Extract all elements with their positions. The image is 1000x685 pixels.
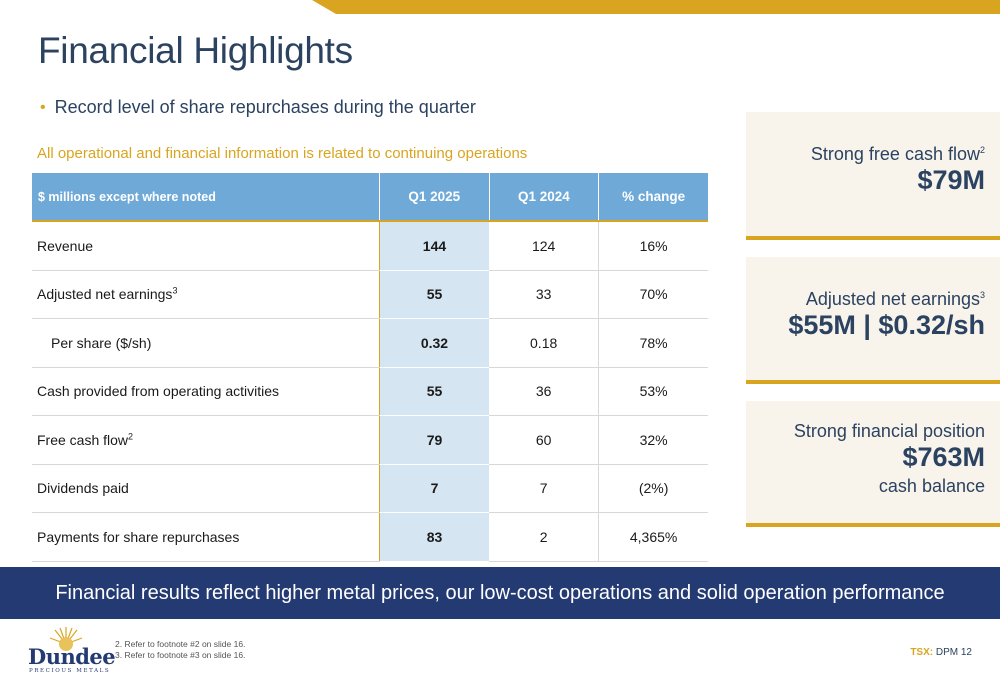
- table-header-row: $ millions except where noted Q1 2025 Q1…: [32, 173, 708, 221]
- row-label: Cash provided from operating activities: [32, 367, 380, 416]
- kpi-free-cash-flow: Strong free cash flow2 $79M: [746, 112, 1000, 240]
- table-row: Payments for share repurchases 83 2 4,36…: [32, 512, 708, 562]
- cell-change: 32%: [598, 415, 708, 465]
- cell-change: 4,365%: [598, 512, 708, 562]
- cell-q1-2025: 55: [378, 270, 490, 319]
- kpi-subtext: cash balance: [878, 476, 985, 496]
- continuing-operations-note: All operational and financial informatio…: [37, 145, 528, 162]
- exchange-label: TSX:: [910, 647, 934, 658]
- row-label: Revenue: [32, 220, 380, 271]
- cell-q1-2024: 2: [489, 512, 600, 562]
- cell-q1-2024: 60: [489, 415, 600, 465]
- kpi-label: Adjusted net earnings3: [805, 289, 985, 309]
- bullet-dot-icon: •: [40, 98, 46, 116]
- top-accent-bar: [312, 0, 1000, 14]
- table-row: Dividends paid 7 7 (2%): [32, 464, 708, 513]
- cell-q1-2024: 33: [489, 270, 600, 319]
- cell-q1-2024: 0.18: [489, 318, 600, 368]
- header-units: $ millions except where noted: [32, 173, 380, 221]
- cell-change: 78%: [598, 318, 708, 368]
- cell-change: 16%: [598, 220, 708, 271]
- logo-wordmark: Dundee: [28, 644, 116, 669]
- cell-q1-2025: 7: [378, 464, 490, 513]
- header-change: % change: [598, 173, 708, 221]
- bullet-text: Record level of share repurchases during…: [54, 97, 476, 117]
- cell-change: 70%: [598, 270, 708, 319]
- page-footer: TSX: DPM 12: [910, 647, 972, 658]
- cell-q1-2024: 7: [489, 464, 600, 513]
- summary-banner: Financial results reflect higher metal p…: [0, 567, 1000, 619]
- cell-q1-2025: 83: [378, 512, 490, 562]
- cell-q1-2025: 79: [378, 415, 490, 465]
- kpi-value: $55M | $0.32/sh: [788, 310, 985, 340]
- kpi-value: $763M: [902, 442, 985, 472]
- row-label: Per share ($/sh): [32, 318, 380, 368]
- cell-q1-2024: 124: [489, 220, 600, 271]
- row-label: Dividends paid: [32, 464, 380, 513]
- kpi-label: Strong financial position: [793, 421, 985, 441]
- row-label: Free cash flow2: [32, 415, 380, 465]
- header-q1-2024: Q1 2024: [489, 173, 600, 221]
- page-title: Financial Highlights: [38, 30, 353, 71]
- table-row: Cash provided from operating activities …: [32, 367, 708, 416]
- kpi-financial-position: Strong financial position $763M cash bal…: [746, 401, 1000, 527]
- table-row: Free cash flow2 79 60 32%: [32, 415, 708, 465]
- header-q1-2025: Q1 2025: [379, 173, 490, 221]
- cell-q1-2025: 55: [378, 367, 490, 416]
- footnote-2: 2. Refer to footnote #2 on slide 16.: [115, 639, 246, 649]
- company-logo: Dundee PRECIOUS METALS: [28, 624, 116, 676]
- table-row: Per share ($/sh) 0.32 0.18 78%: [32, 318, 708, 368]
- logo-subtitle: PRECIOUS METALS: [29, 668, 111, 674]
- financial-table: $ millions except where noted Q1 2025 Q1…: [32, 173, 708, 562]
- footnotes: 2. Refer to footnote #2 on slide 16. 3. …: [115, 639, 245, 661]
- row-label: Payments for share repurchases: [32, 512, 380, 562]
- kpi-value: $79M: [917, 165, 985, 195]
- kpi-adjusted-net-earnings: Adjusted net earnings3 $55M | $0.32/sh: [746, 257, 1000, 384]
- cell-q1-2025: 144: [378, 220, 490, 271]
- cell-q1-2024: 36: [489, 367, 600, 416]
- footnote-3: 3. Refer to footnote #3 on slide 16.: [115, 650, 246, 660]
- bullet-point: • Record level of share repurchases duri…: [40, 97, 476, 118]
- cell-change: (2%): [598, 464, 708, 513]
- sun-emblem-icon: [49, 627, 83, 651]
- table-row: Adjusted net earnings3 55 33 70%: [32, 270, 708, 319]
- cell-q1-2025: 0.32: [378, 318, 490, 368]
- table-row: Revenue 144 124 16%: [32, 220, 708, 271]
- kpi-label: Strong free cash flow2: [810, 144, 985, 164]
- ticker-page-number: DPM 12: [935, 647, 972, 658]
- row-label: Adjusted net earnings3: [32, 270, 380, 319]
- cell-change: 53%: [598, 367, 708, 416]
